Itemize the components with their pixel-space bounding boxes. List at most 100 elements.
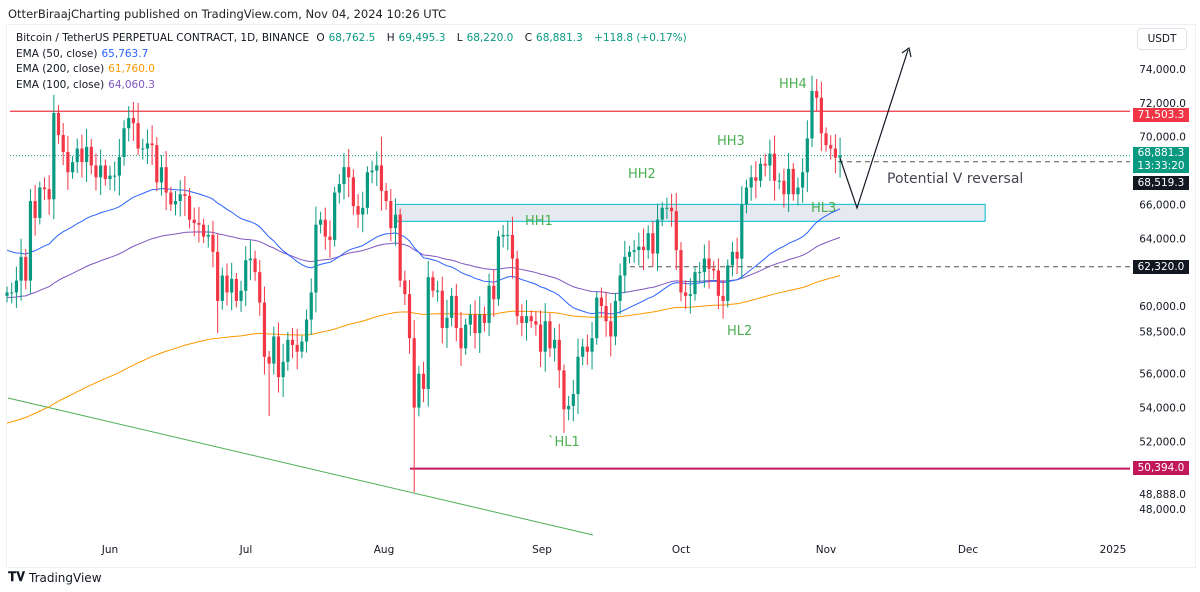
candle-body (384, 190, 388, 202)
candle-body (758, 163, 763, 181)
candle-body (787, 168, 791, 195)
candle-body (150, 143, 154, 146)
candle-body (791, 168, 795, 195)
x-axis-tick: Nov (816, 544, 837, 556)
candle-body (61, 135, 65, 152)
open-label: O (316, 32, 325, 44)
y-axis-tick: 54,000.0 (1139, 403, 1186, 415)
candle-body (459, 328, 463, 349)
currency-button[interactable]: USDT (1137, 28, 1187, 50)
candle-body (258, 272, 262, 303)
candle-body (80, 148, 84, 163)
candle-body (529, 316, 533, 322)
candle-body (421, 373, 426, 389)
candle-body (726, 265, 730, 301)
close-value: 68,881.3 (536, 32, 583, 44)
candle-body (47, 189, 51, 200)
indicator-ema100[interactable]: EMA (100, close) 64,060.3 (16, 78, 691, 94)
candle-body (356, 206, 360, 215)
indicator-ema50[interactable]: EMA (50, close) 65,763.7 (16, 47, 691, 63)
candle-body (323, 219, 327, 237)
candle-body (89, 146, 93, 166)
candle-body (735, 251, 739, 259)
support-zone (394, 203, 986, 222)
candle-body (506, 234, 510, 236)
candle-body (234, 278, 238, 301)
candle-body (815, 90, 819, 98)
candle-body (426, 277, 430, 389)
annotation-hh2: HH2 (628, 167, 656, 182)
candle-body (698, 272, 702, 274)
ema200-line (6, 275, 841, 424)
candle-body (436, 290, 440, 292)
candle-body (70, 162, 75, 173)
bar-countdown: 13:33:20 (1137, 160, 1185, 172)
candle-body (674, 211, 678, 251)
x-axis-tick: Oct (672, 544, 690, 556)
candle-body (749, 177, 753, 188)
candle-body (183, 194, 187, 196)
candle-body (744, 187, 749, 205)
candle-body (103, 165, 107, 180)
candle-body (19, 256, 23, 281)
annotation-hh3: HH3 (717, 134, 745, 149)
change-value: +118.8 (+0.17%) (594, 32, 687, 44)
candle-body (464, 324, 468, 349)
candle-body (524, 316, 529, 323)
candle-body (824, 133, 828, 146)
candle-body (534, 321, 538, 325)
candle-body (220, 275, 224, 301)
candle-body (754, 177, 758, 181)
candle-body (38, 187, 42, 218)
candle-body (473, 314, 477, 334)
candle-body (627, 251, 632, 257)
candle-body (365, 172, 369, 208)
candle-body (24, 256, 28, 281)
candle-body (646, 233, 650, 251)
candle-body (670, 207, 674, 212)
candle-body (707, 258, 711, 269)
candle-body (562, 370, 566, 410)
tradingview-logo[interactable]: 𝐓𝐕 TradingView (8, 570, 102, 585)
y-axis-tick: 70,000.0 (1139, 132, 1186, 144)
candle-body (595, 297, 599, 339)
high-label: H (386, 32, 395, 44)
ema100-line (7, 231, 841, 298)
candle-body (482, 314, 486, 323)
candle-body (28, 201, 33, 281)
candle-body (141, 148, 145, 150)
open-value: 68,762.5 (328, 32, 376, 44)
candle-body (548, 321, 552, 349)
candle-body (253, 258, 257, 273)
candle-body (651, 233, 655, 254)
candle-body (684, 292, 688, 296)
candle-body (688, 294, 692, 296)
symbol-row[interactable]: Bitcoin / TetherUS PERPETUAL CONTRACT, 1… (16, 31, 691, 47)
high-value: 69,495.3 (398, 32, 446, 44)
y-axis-tick: 48,888.0 (1139, 489, 1186, 501)
annotation-hl1: `HL1 (548, 435, 580, 450)
candle-body (187, 195, 192, 220)
candle-body (122, 128, 126, 158)
y-axis-tick: 72,000.0 (1139, 98, 1186, 110)
candle-body (319, 219, 323, 225)
candle-body (576, 356, 580, 395)
candle-body (33, 201, 37, 218)
indicator-ema200[interactable]: EMA (200, close) 61,760.0 (16, 62, 691, 78)
candle-body (454, 295, 458, 329)
candle-body (838, 155, 842, 158)
candle-body (768, 153, 772, 166)
candle-body (202, 224, 206, 237)
y-axis-tick: 64,000.0 (1139, 233, 1186, 245)
candle-body (347, 167, 351, 178)
y-axis-tick: 56,000.0 (1139, 369, 1186, 381)
candle-body (248, 258, 252, 261)
candle-body (300, 341, 304, 352)
candle-body (66, 151, 70, 173)
candle-body (450, 295, 454, 318)
x-axis-tick: 2025 (1100, 544, 1127, 556)
candle-body (613, 300, 618, 337)
candle-body (290, 339, 295, 345)
last-price: 68,881.3 (1137, 147, 1185, 159)
